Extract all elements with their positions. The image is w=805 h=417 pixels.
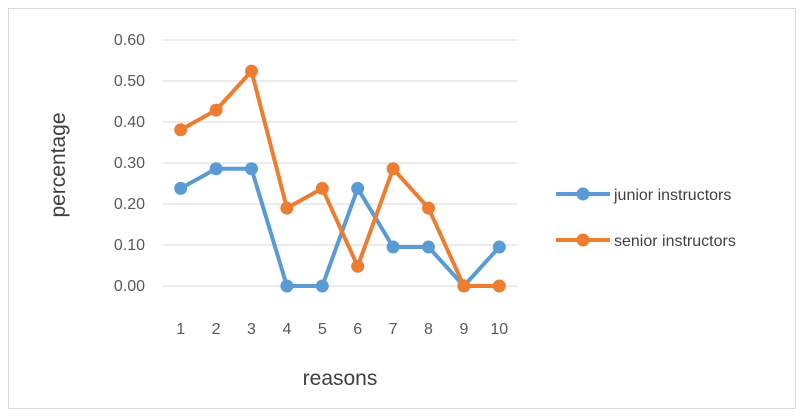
legend: junior instructors senior instructors — [556, 187, 736, 250]
x-tick-label: 1 — [176, 321, 185, 338]
y-tick-label: 0.30 — [114, 155, 145, 172]
series-1 — [174, 162, 506, 293]
data-point — [457, 279, 471, 293]
x-tick-label: 7 — [389, 321, 398, 338]
legend-marker — [576, 233, 590, 247]
x-axis-title: reasons — [303, 367, 378, 390]
x-tick-label: 8 — [424, 321, 433, 338]
data-point — [492, 240, 506, 254]
legend-item: senior instructors — [556, 233, 736, 250]
x-tick-label: 4 — [282, 321, 291, 338]
data-point — [209, 103, 223, 117]
series-2 — [174, 64, 506, 293]
x-tick-label: 9 — [459, 321, 468, 338]
y-tick-label: 0.00 — [114, 278, 145, 295]
data-point — [174, 181, 188, 195]
legend-item: junior instructors — [556, 187, 731, 204]
y-tick-label: 0.50 — [114, 73, 145, 90]
data-point — [422, 240, 435, 254]
data-point — [245, 64, 258, 78]
data-point — [174, 123, 188, 137]
data-point — [245, 162, 258, 176]
legend-label: junior instructors — [613, 187, 731, 204]
data-point — [386, 162, 400, 176]
data-point — [315, 181, 329, 195]
data-point — [422, 201, 435, 215]
y-tick-label: 0.20 — [114, 196, 145, 213]
x-tick-label: 2 — [212, 321, 221, 338]
data-point — [280, 279, 294, 293]
x-tick-label: 6 — [353, 321, 362, 338]
series-lines — [174, 64, 506, 293]
y-tick-label: 0.40 — [114, 114, 145, 131]
data-point — [209, 162, 223, 176]
x-axis-ticks: 1 2 3 4 5 6 7 8 9 10 — [176, 321, 508, 338]
chart-area — [8, 8, 796, 409]
legend-label: senior instructors — [614, 233, 736, 250]
x-tick-label: 3 — [247, 321, 256, 338]
series-line — [179, 69, 500, 288]
x-tick-label: 10 — [490, 321, 508, 338]
data-point — [315, 279, 329, 293]
y-axis-title: percentage — [47, 112, 70, 217]
x-tick-label: 5 — [318, 321, 327, 338]
data-point — [492, 279, 506, 293]
y-axis-ticks: 0.00 0.10 0.20 0.30 0.40 0.50 0.60 — [114, 32, 145, 295]
y-tick-label: 0.60 — [114, 32, 145, 49]
data-point — [280, 201, 294, 215]
data-point — [351, 259, 365, 273]
data-point — [386, 240, 400, 254]
y-tick-label: 0.10 — [114, 237, 145, 254]
series-line — [179, 166, 501, 288]
legend-marker — [576, 187, 590, 201]
data-point — [351, 181, 365, 195]
